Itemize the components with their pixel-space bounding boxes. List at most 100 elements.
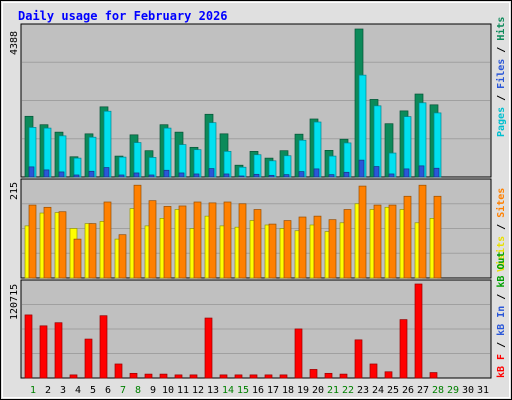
kbytes-bar: [249, 374, 258, 379]
kbytes-legend-entry: kB F: [496, 354, 507, 378]
day-label: 29: [447, 385, 459, 396]
day-label: 16: [252, 385, 264, 396]
kbytes-legend-entry: /: [496, 342, 507, 354]
pages-bar: [178, 172, 185, 178]
files-bar: [388, 152, 397, 178]
pages-bar: [148, 174, 155, 178]
day-label: 14: [222, 385, 234, 396]
files-bar: [433, 112, 442, 178]
day-label: 5: [90, 385, 96, 396]
pages-bar: [118, 174, 125, 178]
sites-bar: [58, 211, 67, 279]
pages-bar: [88, 170, 95, 178]
day-label: 17: [267, 385, 279, 396]
visits-legend-entry: Sites: [495, 188, 507, 224]
files-bar: [223, 151, 232, 178]
kbytes-bar: [24, 314, 33, 379]
day-label: 4: [75, 385, 81, 396]
kbytes-legend-entry: kB Out: [496, 252, 507, 294]
day-label: 21: [327, 385, 339, 396]
sites-bar: [373, 204, 382, 279]
sites-bar: [343, 209, 352, 279]
files-bar: [103, 110, 112, 178]
files-bar: [178, 144, 187, 178]
pages-bar: [313, 168, 320, 178]
pages-bar: [283, 174, 290, 178]
sites-bar: [88, 223, 97, 279]
sites-bar: [73, 238, 82, 279]
kbytes-bar: [114, 363, 123, 379]
hits-legend-entry: Pages: [496, 107, 507, 137]
sites-bar: [223, 201, 232, 279]
sites-bar: [133, 184, 142, 279]
pages-bar: [253, 173, 260, 178]
kbytes-bar: [219, 374, 228, 379]
files-bar: [328, 155, 337, 178]
sites-bar: [328, 219, 337, 279]
kbytes-bar: [234, 374, 243, 379]
sites-bar: [313, 215, 322, 279]
kbytes-ymax-label: 120715: [9, 284, 20, 320]
sites-bar: [238, 203, 247, 279]
sites-bar: [43, 206, 52, 279]
pages-bar: [328, 174, 335, 178]
pages-bar: [373, 166, 380, 178]
files-bar: [58, 135, 67, 178]
day-label: 27: [417, 385, 429, 396]
kbytes-bar: [69, 374, 78, 379]
sites-bar: [118, 234, 127, 279]
visits-legend-entry: Visits: [495, 236, 507, 272]
kbytes-bar: [384, 371, 393, 379]
pages-bar: [28, 166, 35, 178]
sites-bar: [298, 216, 307, 279]
kbytes-bar: [294, 328, 303, 379]
visits-ymax-label: 215: [9, 182, 20, 200]
kbytes-bar: [369, 363, 378, 379]
sites-bar: [148, 200, 157, 279]
files-bar: [163, 127, 172, 178]
pages-bar: [358, 159, 365, 178]
day-label: 6: [105, 385, 111, 396]
day-label: 2: [45, 385, 51, 396]
pages-bar: [73, 174, 80, 178]
files-bar: [283, 155, 292, 178]
hits-ymax-label: 4388: [9, 31, 20, 55]
pages-bar: [133, 172, 140, 178]
day-label: 25: [387, 385, 399, 396]
pages-bar: [433, 167, 440, 178]
pages-bar: [343, 171, 350, 178]
day-labels: 1 2 3 4 5 6 7 8 9 10 11 12 13 14 15 16 17 18 19 20 21 22 23 24 2…: [30, 385, 489, 396]
sites-bar: [358, 185, 367, 279]
bar-marks: [24, 28, 442, 379]
files-bar: [148, 157, 157, 178]
legend-visits-sites: Visits / Sites: [495, 188, 507, 272]
day-label: 13: [207, 385, 219, 396]
legend-pages-files-hits: Pages / Files / Hits: [495, 17, 507, 137]
sites-bar: [433, 195, 442, 279]
pages-bar: [418, 165, 425, 178]
sites-bar: [163, 206, 172, 279]
sites-bar: [268, 223, 277, 279]
pages-bar: [103, 167, 110, 178]
hits-legend-entry: /: [496, 47, 507, 59]
kbytes-bar: [429, 372, 438, 379]
day-label: 3: [60, 385, 66, 396]
hits-legend-entry: Hits: [495, 17, 507, 47]
sites-bar: [208, 202, 217, 279]
hits-legend-entry: Files: [495, 59, 507, 95]
sites-bar: [253, 209, 262, 279]
sites-bar: [103, 201, 112, 279]
day-label: 23: [357, 385, 369, 396]
chart-title: Daily usage for February 2026: [18, 9, 228, 23]
pages-bar: [268, 174, 275, 178]
kbytes-legend-entry: kB In: [496, 306, 507, 342]
kbytes-bar: [309, 369, 318, 379]
hits-legend-entry: /: [496, 95, 507, 107]
files-bar: [343, 142, 352, 178]
legend-kbytes: kB F / kB In / kB Out: [496, 252, 507, 378]
kbytes-bar: [354, 339, 363, 379]
pages-bar: [298, 171, 305, 178]
files-bar: [268, 160, 277, 178]
files-bar: [118, 156, 127, 178]
